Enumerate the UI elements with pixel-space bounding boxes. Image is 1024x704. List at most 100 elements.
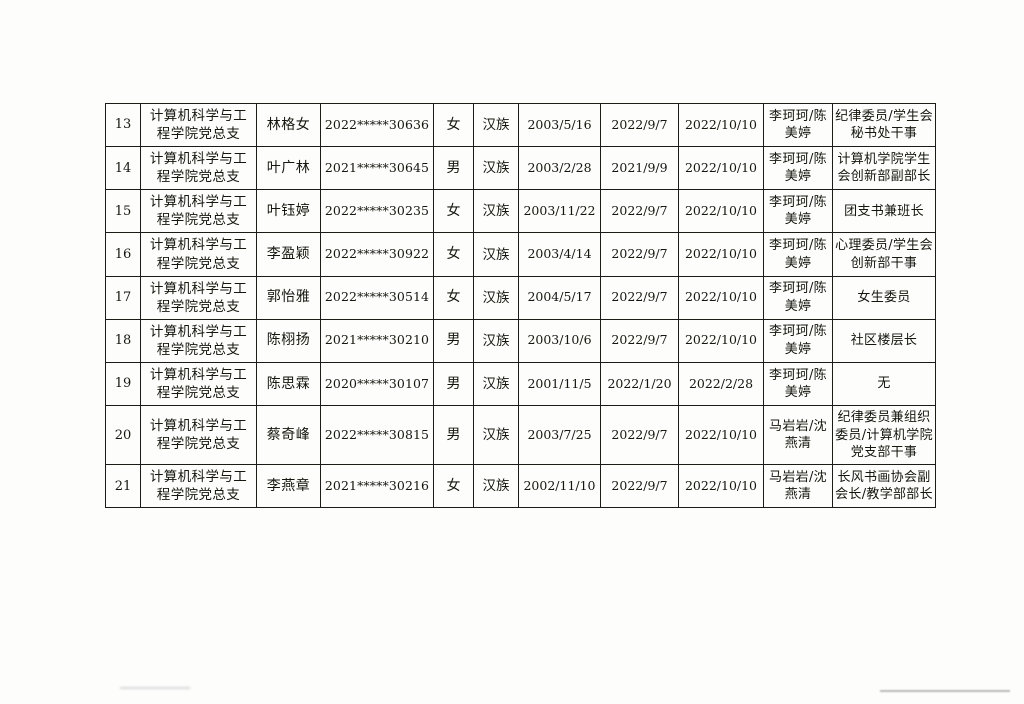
cell-role: 长风书画协会副会长/教学部部长: [832, 464, 936, 509]
cell-name: 李燕章: [256, 464, 321, 509]
cell-ethnicity: 汉族: [473, 102, 519, 148]
table-row: 20 计算机科学与工程学院党总支 蔡奇峰 2022*****30815 男汉族 2003/…: [105, 405, 936, 466]
cell-index: 21: [105, 464, 141, 509]
cell-index: 18: [105, 318, 141, 363]
cell-role: 纪律委员兼组织委员/计算机学院党支部干事: [832, 405, 936, 466]
cell-gender: 女: [433, 189, 474, 234]
cell-mentor: 李珂珂/陈美婷: [763, 232, 833, 277]
cell-ethnicity: 汉族: [473, 318, 519, 363]
cell-branch: 计算机科学与工程学院党总支: [140, 464, 257, 509]
cell-gender: 女: [433, 464, 474, 509]
cell-applied-date: 2022/9/7: [600, 464, 679, 509]
cell-gender: 男: [433, 405, 474, 466]
cell-name: 郭怡雅: [256, 275, 321, 320]
cell-name: 叶广林: [256, 146, 321, 191]
cell-applied-date: 2021/9/9: [600, 146, 679, 191]
cell-activist-date: 2022/10/10: [678, 146, 764, 191]
cell-mentor: 李珂珂/陈美婷: [763, 318, 833, 363]
cell-index: 14: [105, 146, 141, 191]
cell-role: 社区楼层长: [832, 318, 936, 363]
cell-gender: 女: [433, 232, 474, 277]
cell-id-number: 2022*****30636: [320, 102, 434, 148]
cell-index: 16: [105, 232, 141, 277]
cell-applied-date: 2022/9/7: [600, 318, 679, 363]
cell-birth-date: 2003/2/28: [518, 146, 601, 191]
cell-branch: 计算机科学与工程学院党总支: [140, 232, 257, 277]
cell-applied-date: 2022/9/7: [600, 189, 679, 234]
cell-id-number: 2022*****30235: [320, 189, 434, 234]
cell-activist-date: 2022/10/10: [678, 464, 764, 509]
cell-role: 团支书兼班长: [832, 189, 936, 234]
cell-name: 蔡奇峰: [256, 405, 321, 466]
cell-activist-date: 2022/2/28: [678, 361, 764, 407]
table-row: 14 计算机科学与工程学院党总支 叶广林 2021*****30645 男汉族 2003/…: [105, 146, 936, 191]
cell-ethnicity: 汉族: [473, 361, 519, 407]
cell-gender: 男: [433, 146, 474, 191]
cell-id-number: 2022*****30815: [320, 405, 434, 466]
cell-name: 陈思霖: [256, 361, 321, 407]
cell-index: 15: [105, 189, 141, 234]
roster-table-container: 13 计算机科学与工程学院党总支 林格女 2022*****30636 女汉族 2003/…: [105, 102, 936, 509]
cell-applied-date: 2022/1/20: [600, 361, 679, 407]
cell-id-number: 2020*****30107: [320, 361, 434, 407]
cell-mentor: 李珂珂/陈美婷: [763, 189, 833, 234]
cell-role: 纪律委员/学生会秘书处干事: [832, 102, 936, 148]
cell-role: 心理委员/学生会创新部干事: [832, 232, 936, 277]
cell-ethnicity: 汉族: [473, 146, 519, 191]
cell-index: 19: [105, 361, 141, 407]
cell-activist-date: 2022/10/10: [678, 275, 764, 320]
cell-mentor: 马岩岩/沈燕清: [763, 464, 833, 509]
cell-gender: 女: [433, 102, 474, 148]
party-member-roster-table: 13 计算机科学与工程学院党总支 林格女 2022*****30636 女汉族 2003/…: [105, 102, 936, 509]
table-row: 18 计算机科学与工程学院党总支 陈栩扬 2021*****30210 男汉族 2003/…: [105, 318, 936, 363]
cell-birth-date: 2001/11/5: [518, 361, 601, 407]
cell-activist-date: 2022/10/10: [678, 232, 764, 277]
cell-id-number: 2021*****30210: [320, 318, 434, 363]
cell-birth-date: 2003/10/6: [518, 318, 601, 363]
cell-applied-date: 2022/9/7: [600, 232, 679, 277]
table-row: 16 计算机科学与工程学院党总支 李盈颖 2022*****30922 女汉族 2003/…: [105, 232, 936, 277]
cell-role: 女生委员: [832, 275, 936, 320]
cell-ethnicity: 汉族: [473, 189, 519, 234]
scan-artifact-speck: [120, 687, 190, 689]
cell-mentor: 李珂珂/陈美婷: [763, 275, 833, 320]
cell-ethnicity: 汉族: [473, 275, 519, 320]
cell-ethnicity: 汉族: [473, 464, 519, 509]
cell-id-number: 2022*****30514: [320, 275, 434, 320]
cell-role: 计算机学院学生会创新部副部长: [832, 146, 936, 191]
cell-mentor: 李珂珂/陈美婷: [763, 361, 833, 407]
cell-birth-date: 2003/11/22: [518, 189, 601, 234]
cell-id-number: 2022*****30922: [320, 232, 434, 277]
cell-ethnicity: 汉族: [473, 232, 519, 277]
cell-branch: 计算机科学与工程学院党总支: [140, 405, 257, 466]
table-row: 17 计算机科学与工程学院党总支 郭怡雅 2022*****30514 女汉族 2004/…: [105, 275, 936, 320]
cell-index: 13: [105, 102, 141, 148]
cell-activist-date: 2022/10/10: [678, 189, 764, 234]
cell-activist-date: 2022/10/10: [678, 318, 764, 363]
table-row: 19 计算机科学与工程学院党总支 陈思霖 2020*****30107 男汉族 2001/…: [105, 361, 936, 407]
table-row: 21 计算机科学与工程学院党总支 李燕章 2021*****30216 女汉族 2002/…: [105, 464, 936, 509]
cell-activist-date: 2022/10/10: [678, 102, 764, 148]
cell-mentor: 李珂珂/陈美婷: [763, 146, 833, 191]
cell-name: 林格女: [256, 102, 321, 148]
cell-gender: 女: [433, 275, 474, 320]
cell-index: 17: [105, 275, 141, 320]
cell-branch: 计算机科学与工程学院党总支: [140, 146, 257, 191]
cell-birth-date: 2003/7/25: [518, 405, 601, 466]
cell-id-number: 2021*****30216: [320, 464, 434, 509]
cell-index: 20: [105, 405, 141, 466]
cell-birth-date: 2002/11/10: [518, 464, 601, 509]
cell-branch: 计算机科学与工程学院党总支: [140, 318, 257, 363]
cell-ethnicity: 汉族: [473, 405, 519, 466]
cell-birth-date: 2003/5/16: [518, 102, 601, 148]
cell-branch: 计算机科学与工程学院党总支: [140, 275, 257, 320]
cell-mentor: 马岩岩/沈燕清: [763, 405, 833, 466]
cell-birth-date: 2004/5/17: [518, 275, 601, 320]
roster-table-body: 13 计算机科学与工程学院党总支 林格女 2022*****30636 女汉族 2003/…: [105, 102, 936, 509]
cell-applied-date: 2022/9/7: [600, 102, 679, 148]
table-row: 15 计算机科学与工程学院党总支 叶钰婷 2022*****30235 女汉族 2003/…: [105, 189, 936, 234]
cell-gender: 男: [433, 361, 474, 407]
cell-branch: 计算机科学与工程学院党总支: [140, 102, 257, 148]
cell-name: 李盈颖: [256, 232, 321, 277]
